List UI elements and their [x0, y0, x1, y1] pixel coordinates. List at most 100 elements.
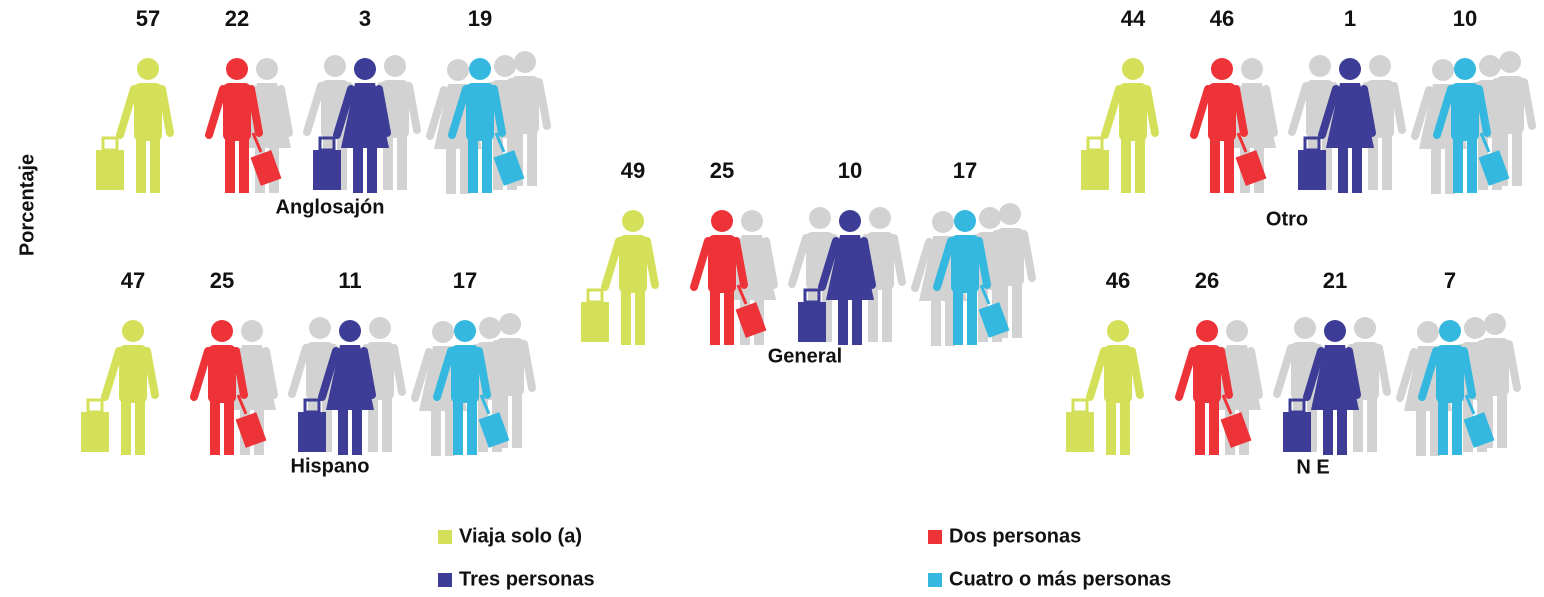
arm [405, 82, 421, 134]
head [369, 317, 391, 339]
suitcase [96, 150, 124, 190]
leg [931, 291, 941, 346]
leg [150, 138, 160, 193]
pictogram-icon [1411, 51, 1536, 194]
head [469, 58, 491, 80]
head [1309, 55, 1331, 77]
arm [360, 347, 376, 399]
body [134, 83, 162, 141]
arm [1485, 344, 1501, 396]
group-label: General [768, 345, 842, 367]
leg [1352, 138, 1362, 193]
leg [210, 400, 220, 455]
value-label: 49 [621, 158, 645, 183]
leg [1337, 400, 1347, 455]
arm [1000, 234, 1016, 286]
suitcase [798, 302, 826, 342]
leg [724, 290, 734, 345]
arm [933, 237, 955, 291]
suitcase-handle [479, 394, 491, 415]
pictogram-icon [788, 207, 906, 345]
leg [1322, 135, 1332, 190]
legend-swatch [438, 530, 452, 544]
leg [468, 138, 478, 193]
arm [643, 237, 659, 289]
value-label: 57 [136, 6, 160, 31]
leg [445, 401, 455, 456]
arm [232, 347, 248, 399]
pictogram-icon [288, 317, 406, 455]
value-label: 47 [121, 268, 145, 293]
arm [143, 347, 159, 399]
leg [621, 290, 631, 345]
head [1196, 320, 1218, 342]
arm [1520, 78, 1536, 130]
suitcase [1235, 150, 1267, 186]
leg [467, 400, 477, 455]
leg [1452, 400, 1462, 455]
arm [890, 234, 906, 286]
y-axis-label: Porcentaje [16, 154, 38, 256]
head [1122, 58, 1144, 80]
arm [116, 85, 138, 139]
arm [1360, 85, 1376, 137]
leg [1209, 400, 1219, 455]
arm [1086, 347, 1108, 401]
arm [788, 234, 810, 288]
pictogram-icon [1175, 320, 1263, 455]
pictogram-icon [426, 51, 551, 194]
value-label: 19 [468, 6, 492, 31]
leg [367, 138, 377, 193]
arm [158, 85, 174, 137]
leg [1353, 397, 1363, 452]
head [741, 210, 763, 232]
leg [239, 138, 249, 193]
pictogram-icon [1396, 313, 1521, 456]
head [354, 58, 376, 80]
pictogram-icon [190, 320, 278, 455]
head [1324, 320, 1346, 342]
leg [1483, 393, 1493, 448]
head [256, 58, 278, 80]
leg [527, 131, 537, 186]
suitcase [1283, 412, 1311, 452]
head [339, 320, 361, 342]
head [1241, 58, 1263, 80]
head [499, 313, 521, 335]
leg [397, 135, 407, 190]
pictogram-icon [96, 58, 174, 193]
value-label: 26 [1195, 268, 1219, 293]
arm [390, 344, 406, 396]
leg [352, 400, 362, 455]
arm [1390, 82, 1406, 134]
leg [1323, 400, 1333, 455]
leg [136, 138, 146, 193]
leg [1438, 400, 1448, 455]
suitcase-handle [251, 132, 263, 153]
arm [1345, 347, 1361, 399]
value-label: 11 [338, 268, 361, 293]
suitcase-handle [1464, 394, 1476, 415]
leg [322, 397, 332, 452]
value-label: 46 [1210, 6, 1234, 31]
suitcase [235, 412, 267, 448]
group-label: Anglosajón [276, 196, 385, 218]
value-label: 25 [710, 158, 734, 183]
leg [460, 139, 470, 194]
suitcase-handle [303, 398, 321, 414]
value-label: 22 [225, 6, 249, 31]
suitcase-handle [86, 398, 104, 414]
suitcase [493, 150, 525, 186]
arm [1318, 85, 1340, 139]
head [711, 210, 733, 232]
arm [288, 344, 310, 398]
legend-swatch [928, 573, 942, 587]
head [324, 55, 346, 77]
leg [1210, 138, 1220, 193]
arm [1500, 82, 1516, 134]
suitcase-handle [236, 394, 248, 415]
arm [475, 347, 491, 399]
legend-label: Tres personas [459, 568, 595, 590]
suitcase [735, 302, 767, 338]
leg [1453, 138, 1463, 193]
